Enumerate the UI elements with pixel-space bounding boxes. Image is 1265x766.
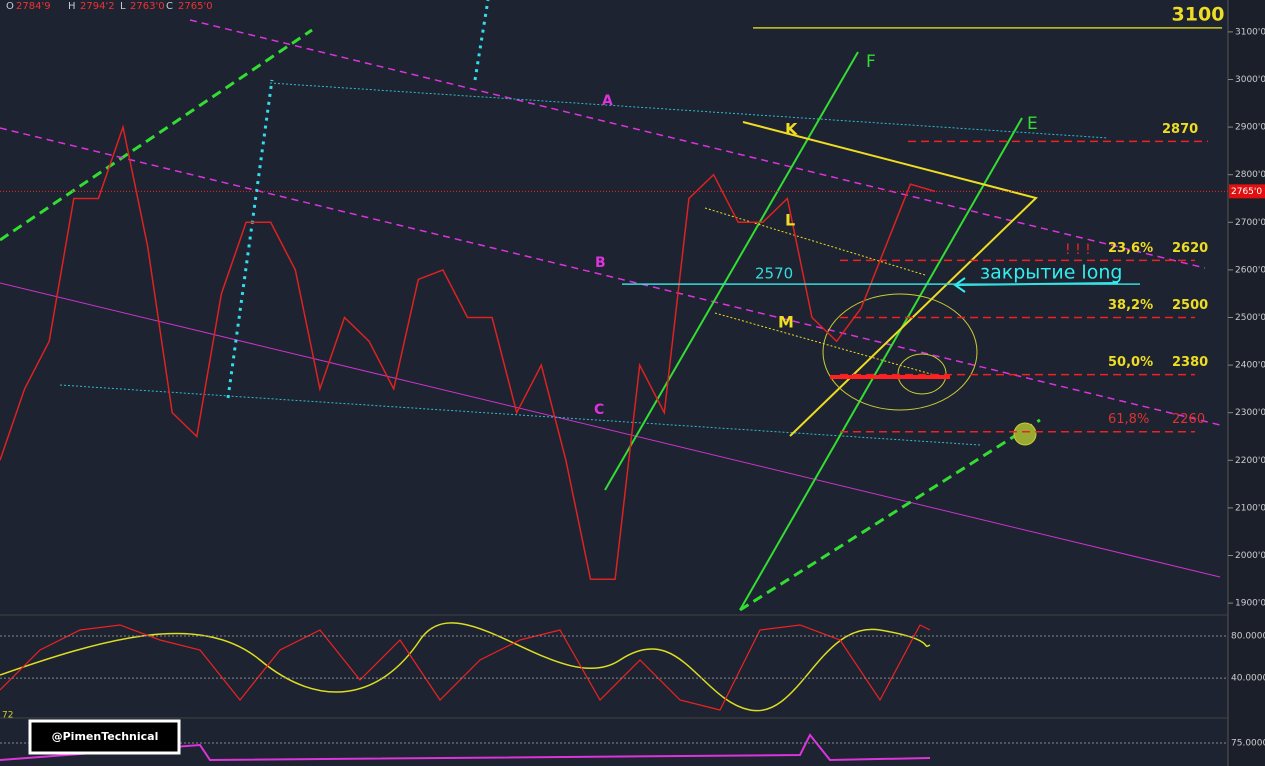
dynamic-layer: 1900'0 2000'0 2100'0 2200'0 2300'0 2400'0 2500… xyxy=(0,3,1265,749)
point-label: A xyxy=(602,93,613,109)
y-tick-label: 2400'0 xyxy=(1235,361,1265,371)
point-label: B xyxy=(595,255,606,271)
channel-line xyxy=(739,117,1023,611)
last-price-box xyxy=(1229,184,1265,199)
trend-line xyxy=(269,82,1109,139)
trend-line xyxy=(59,384,981,446)
drawings xyxy=(0,0,1221,762)
y-tick-label: 2300'0 xyxy=(1235,408,1265,418)
alert-label: ! ! ! xyxy=(1065,242,1091,258)
fib-price: 2260 xyxy=(1172,412,1205,427)
trend-line xyxy=(0,282,1221,578)
ohlc-value: 2784'9 xyxy=(16,1,51,12)
last-price-label: 2765'0 xyxy=(1231,187,1262,197)
ohlc-key: H xyxy=(68,1,76,12)
fib-price: 2620 xyxy=(1172,241,1208,256)
oscillator-signal xyxy=(0,622,931,712)
point-label: C xyxy=(594,402,604,418)
trend-line xyxy=(714,312,946,379)
y-tick-label: 2100'0 xyxy=(1235,503,1265,513)
level-label: 3100 xyxy=(1172,3,1225,25)
fib-ratio: 50,0% xyxy=(1108,355,1153,370)
channel-line xyxy=(604,51,859,491)
y-tick-label: 2000'0 xyxy=(1235,551,1265,561)
trend-line xyxy=(226,79,274,399)
trend-line xyxy=(0,28,313,242)
osc-tick-label: 80.0000 xyxy=(1231,632,1265,642)
y-tick-label: 2500'0 xyxy=(1235,313,1265,323)
fib-price: 2500 xyxy=(1172,298,1208,313)
y-tick-label: 2200'0 xyxy=(1235,456,1265,466)
fib-ratio: 61,8% xyxy=(1108,412,1149,427)
level-label: 2570 xyxy=(755,265,793,283)
point-label: K xyxy=(785,120,798,139)
channel-label: E xyxy=(1027,114,1038,134)
y-tick-label: 3000'0 xyxy=(1235,75,1265,85)
y-tick-label: 3100'0 xyxy=(1235,27,1265,37)
ohlc-value: 2765'0 xyxy=(178,1,213,12)
point-label: M xyxy=(778,313,794,332)
lower-indicator xyxy=(0,733,931,762)
trend-line xyxy=(704,207,926,276)
ohlc-key: C xyxy=(166,1,173,12)
channel-label: F xyxy=(866,52,876,72)
oscillator-line xyxy=(0,624,931,711)
close-long-label: закрытие long xyxy=(980,262,1122,284)
triangle xyxy=(742,121,1038,437)
trend-line xyxy=(189,19,1206,269)
ohlc-key: O xyxy=(6,1,14,12)
watermark-box xyxy=(28,719,181,755)
fib-price: 2380 xyxy=(1172,355,1208,370)
ohlc-value: 2794'2 xyxy=(80,1,115,12)
arrow-head xyxy=(953,277,966,293)
watermark: @PimenTechnical xyxy=(52,730,159,743)
highlight-ellipse xyxy=(822,293,978,411)
level-label: 2870 xyxy=(1162,122,1198,137)
y-tick-label: 2900'0 xyxy=(1235,123,1265,133)
trend-line xyxy=(473,0,490,81)
y-tick-label: 2800'0 xyxy=(1235,170,1265,180)
fib-ratio: 38,2% xyxy=(1108,298,1153,313)
ohlc-value: 2763'0 xyxy=(130,1,165,12)
oscillator-left-value: 72 xyxy=(2,711,13,721)
price-axis-bg xyxy=(1228,0,1265,766)
y-tick-label: 2600'0 xyxy=(1235,265,1265,275)
trend-line xyxy=(0,127,1221,426)
price-line xyxy=(0,124,936,581)
fib-ratio: 23,6% xyxy=(1108,241,1153,256)
trend-line xyxy=(739,418,1041,612)
target-point xyxy=(1013,422,1037,446)
point-label: L xyxy=(785,211,795,230)
y-tick-label: 1900'0 xyxy=(1235,599,1265,609)
ohlc-key: L xyxy=(120,1,126,12)
osc-tick-label: 40.0000 xyxy=(1231,674,1265,684)
y-tick-label: 2700'0 xyxy=(1235,218,1265,228)
lower-tick-label: 75.0000 xyxy=(1231,739,1265,749)
